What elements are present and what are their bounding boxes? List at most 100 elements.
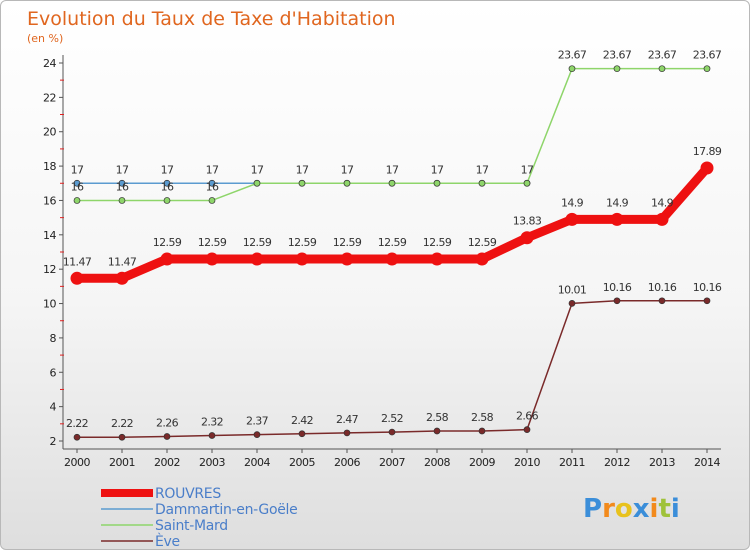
data-label: 10.01	[558, 283, 587, 296]
data-label: 17	[341, 163, 354, 176]
data-label: 16	[206, 180, 219, 193]
y-tick-label: 4	[50, 401, 57, 414]
data-label: 14.9	[651, 196, 674, 209]
x-tick-label: 2006	[334, 456, 360, 469]
y-tick-label: 16	[43, 194, 56, 207]
data-label: 17	[431, 163, 444, 176]
data-label: 12.59	[378, 236, 407, 249]
logo-letter: r	[602, 494, 615, 524]
y-tick-label: 2	[50, 435, 57, 448]
x-tick-label: 2005	[289, 456, 315, 469]
data-label: 12.59	[468, 236, 497, 249]
y-tick-label: 8	[50, 332, 57, 345]
data-point	[613, 65, 621, 73]
data-point	[160, 252, 174, 266]
logo-letter: o	[615, 494, 633, 524]
data-point	[295, 252, 309, 266]
data-point	[388, 428, 396, 436]
legend-label: Ève	[155, 533, 180, 550]
data-label: 12.59	[288, 236, 317, 249]
data-point	[118, 433, 126, 441]
data-label: 17	[521, 163, 534, 176]
data-point	[253, 431, 261, 438]
data-point	[73, 179, 81, 187]
logo-letter: i	[671, 494, 680, 524]
data-point	[568, 300, 576, 307]
data-label: 17	[251, 163, 264, 176]
data-point	[205, 252, 219, 266]
data-label: 2.52	[381, 412, 403, 425]
data-label: 2.66	[516, 410, 539, 423]
data-point	[70, 271, 84, 285]
y-tick-label: 20	[43, 126, 56, 139]
y-tick-label: 22	[43, 91, 56, 104]
data-point	[73, 433, 81, 441]
data-point	[250, 252, 264, 266]
x-tick-label: 2011	[559, 456, 585, 469]
data-label: 16	[116, 180, 129, 193]
y-tick-label: 14	[43, 229, 56, 242]
data-label: 17	[296, 163, 309, 176]
data-label: 17	[116, 163, 129, 176]
data-label: 10.16	[648, 281, 677, 294]
data-point	[73, 197, 81, 204]
data-point	[163, 433, 171, 440]
data-label: 2.58	[426, 411, 449, 424]
y-tick-label: 10	[43, 298, 56, 311]
logo-letter: P	[583, 494, 602, 524]
data-point	[163, 179, 171, 187]
data-label: 12.59	[333, 236, 362, 249]
data-label: 17	[206, 163, 219, 176]
logo-letter: i	[650, 494, 659, 524]
data-point	[253, 179, 261, 187]
data-point	[703, 65, 711, 73]
data-point	[523, 426, 531, 434]
data-point	[658, 65, 666, 73]
y-tick-label: 12	[43, 263, 56, 276]
data-label: 17	[386, 163, 399, 176]
x-tick-label: 2003	[199, 456, 225, 469]
data-label: 14.9	[561, 196, 584, 209]
data-point	[478, 179, 486, 187]
data-point	[610, 212, 624, 226]
data-label: 17	[71, 163, 84, 176]
data-label: 12.59	[423, 236, 452, 249]
x-tick-label: 2008	[424, 456, 450, 469]
data-point	[658, 297, 666, 305]
data-label: 12.59	[198, 236, 227, 249]
data-point	[340, 252, 354, 266]
x-tick-label: 2000	[64, 456, 90, 469]
logo-text: Proxiti	[583, 494, 680, 524]
x-tick-label: 2012	[604, 456, 630, 469]
legend-label: ROUVRES	[155, 486, 221, 502]
x-tick-label: 2013	[649, 456, 675, 469]
data-label: 2.47	[336, 413, 359, 426]
series-rouvres	[70, 161, 714, 285]
data-label: 2.26	[156, 417, 179, 430]
data-point	[520, 231, 534, 245]
data-label: 13.83	[513, 215, 542, 228]
data-label: 2.42	[291, 414, 313, 427]
data-label: 14.9	[606, 196, 629, 209]
data-label: 2.32	[201, 416, 223, 429]
y-tick-label: 6	[50, 366, 57, 379]
data-label: 17	[161, 163, 174, 176]
data-point	[475, 252, 489, 266]
data-label: 12.59	[243, 236, 272, 249]
legend-label: Saint-Mard	[155, 518, 228, 534]
data-point	[388, 179, 396, 187]
data-point	[208, 179, 216, 187]
x-tick-label: 2009	[469, 456, 495, 469]
x-tick-label: 2007	[379, 456, 405, 469]
data-label: 17.89	[693, 145, 722, 158]
data-label: 2.22	[111, 417, 133, 430]
data-point	[613, 297, 621, 305]
data-label: 2.22	[66, 417, 88, 430]
data-label: 10.16	[693, 281, 722, 294]
x-tick-label: 2010	[514, 456, 540, 469]
y-tick-label: 24	[43, 57, 56, 70]
series--ve	[73, 297, 711, 441]
